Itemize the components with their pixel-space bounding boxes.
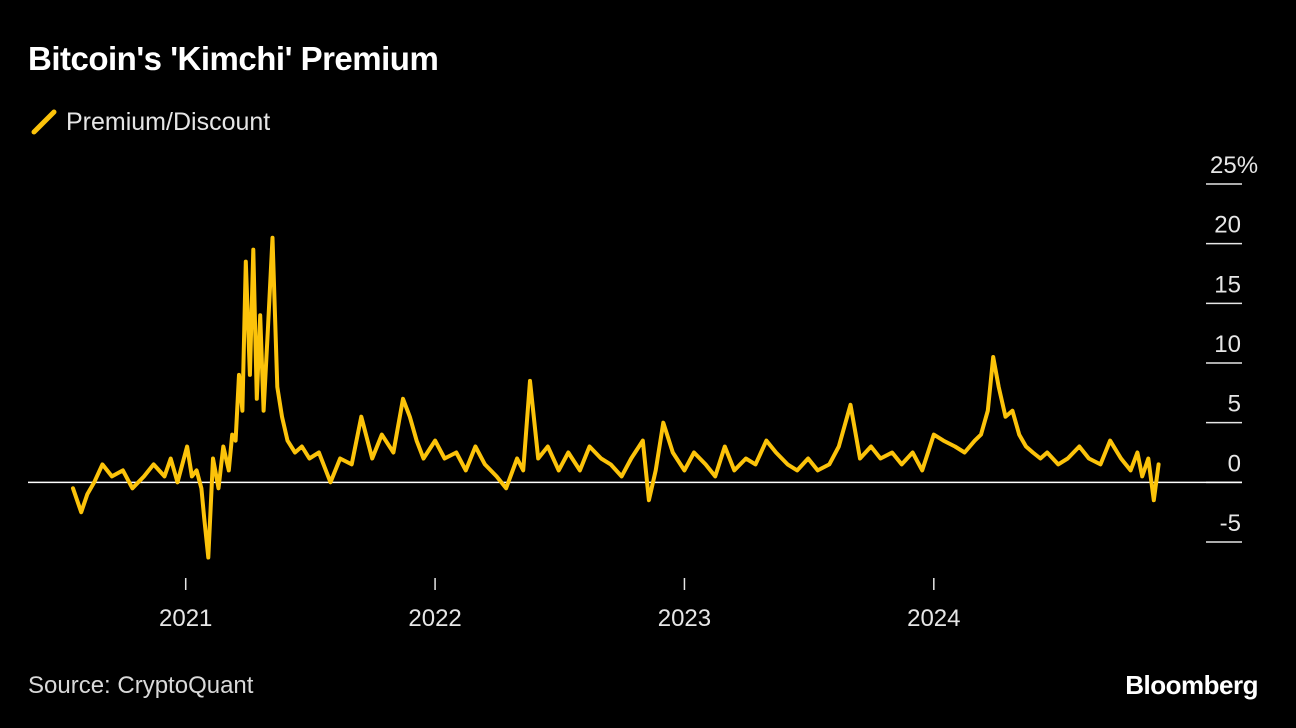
series-line-premium-discount bbox=[71, 235, 1161, 560]
x-tick-label: 2023 bbox=[658, 605, 711, 632]
bloomberg-logo: Bloomberg bbox=[1125, 670, 1258, 700]
source-note: Source: CryptoQuant bbox=[28, 672, 254, 699]
x-tick-label: 2022 bbox=[408, 605, 461, 632]
legend-label: Premium/Discount bbox=[66, 107, 271, 136]
y-tick-label: 5 bbox=[1228, 391, 1241, 418]
legend-line-icon bbox=[31, 109, 57, 135]
x-tick-label: 2021 bbox=[159, 605, 212, 632]
x-tick-label: 2024 bbox=[907, 605, 960, 632]
y-axis: 25% 20 15 10 5 0 -5 bbox=[1206, 152, 1258, 543]
y-tick-label: 15 bbox=[1214, 271, 1241, 298]
y-tick-label: -5 bbox=[1220, 510, 1241, 537]
chart-title: Bitcoin's 'Kimchi' Premium bbox=[28, 40, 439, 77]
x-axis: 2021 2022 2023 2024 bbox=[159, 578, 961, 632]
y-tick-label: 10 bbox=[1214, 331, 1241, 358]
y-tick-label: 25% bbox=[1210, 152, 1258, 179]
y-tick-label: 20 bbox=[1214, 212, 1241, 239]
y-tick-label: 0 bbox=[1228, 450, 1241, 477]
legend: Premium/Discount bbox=[30, 106, 270, 138]
